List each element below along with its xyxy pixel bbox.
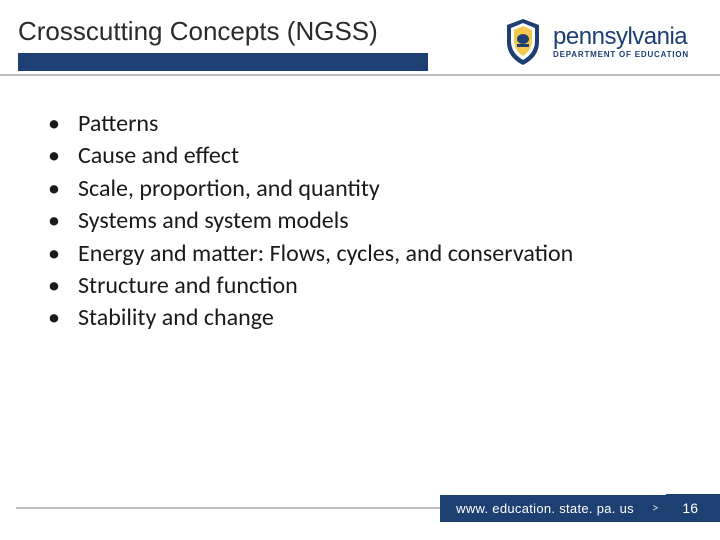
bullet-text: Stability and change — [78, 302, 274, 334]
bullet-text: Cause and effect — [78, 140, 239, 172]
footer-divider — [16, 507, 440, 509]
bullet-text: Scale, proportion, and quantity — [78, 173, 380, 205]
bullet-icon: • — [44, 205, 78, 237]
logo-state-name: pennsylvania — [553, 25, 689, 49]
bullet-text: Energy and matter: Flows, cycles, and co… — [78, 238, 573, 270]
bullet-icon: • — [44, 302, 78, 334]
chevron-right-icon: > — [644, 495, 666, 522]
bullet-icon: • — [44, 108, 78, 140]
logo-department: DEPARTMENT OF EDUCATION — [553, 51, 689, 59]
bullet-icon: • — [44, 238, 78, 270]
slide-title: Crosscutting Concepts (NGSS) — [18, 14, 470, 53]
bullet-icon: • — [44, 270, 78, 302]
list-item: • Patterns — [44, 108, 690, 140]
header-bar: Crosscutting Concepts (NGSS) pennsylvani… — [0, 14, 720, 76]
bullet-list: • Patterns • Cause and effect • Scale, p… — [44, 108, 690, 335]
footer-url: www. education. state. pa. us — [440, 495, 644, 522]
list-item: • Stability and change — [44, 302, 690, 334]
footer-bar: www. education. state. pa. us > 16 — [16, 494, 720, 522]
list-item: • Energy and matter: Flows, cycles, and … — [44, 238, 690, 270]
title-underline — [18, 53, 428, 71]
page-number: 16 — [666, 494, 720, 522]
bullet-text: Structure and function — [78, 270, 298, 302]
content-area: • Patterns • Cause and effect • Scale, p… — [44, 108, 690, 335]
bullet-text: Systems and system models — [78, 205, 349, 237]
list-item: • Structure and function — [44, 270, 690, 302]
pa-seal-icon — [501, 17, 545, 67]
list-item: • Cause and effect — [44, 140, 690, 172]
list-item: • Systems and system models — [44, 205, 690, 237]
list-item: • Scale, proportion, and quantity — [44, 173, 690, 205]
logo-area: pennsylvania DEPARTMENT OF EDUCATION — [470, 14, 720, 76]
logo-text: pennsylvania DEPARTMENT OF EDUCATION — [553, 25, 689, 59]
bullet-icon: • — [44, 140, 78, 172]
bullet-icon: • — [44, 173, 78, 205]
bullet-text: Patterns — [78, 108, 158, 140]
title-area: Crosscutting Concepts (NGSS) — [0, 14, 470, 76]
